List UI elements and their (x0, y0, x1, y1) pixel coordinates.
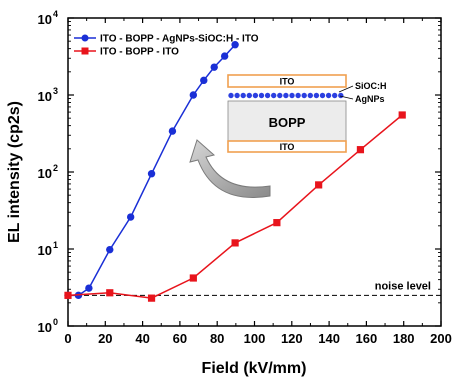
agnp-dot (307, 92, 313, 99)
y-tick-exponent: 3 (53, 86, 58, 96)
agnp-dot (301, 92, 307, 99)
callout-sioch: SiOC:H (355, 81, 387, 91)
x-tick-label: 120 (281, 331, 303, 346)
agnp-dot (240, 92, 246, 99)
legend: ITO - BOPP - AgNPs-SiOC:H - ITO ITO - BO… (74, 34, 259, 58)
inset-top-electrode (227, 74, 347, 88)
agnp-dot (258, 92, 265, 99)
inset-bottom-electrode (227, 140, 347, 153)
agnp-dot (264, 92, 271, 99)
agnp-dot (271, 92, 277, 99)
callout-agnps: AgNPs (355, 94, 385, 104)
series-1-point (398, 111, 406, 119)
legend-marker-red (81, 47, 89, 55)
x-tick-label: 180 (393, 331, 415, 346)
callout-line-agnps (339, 95, 354, 100)
x-tick-label: 100 (244, 331, 266, 346)
inset-bottom-label: ITO (280, 142, 295, 152)
series-1-point (231, 239, 239, 247)
agnp-dot (234, 92, 240, 99)
y-tick-label: 10 (38, 243, 52, 258)
agnp-dot (313, 92, 320, 99)
series-1-point (273, 219, 281, 227)
series-1-point (147, 294, 156, 302)
series-layer (64, 41, 406, 302)
inset-middle-label: BOPP (269, 115, 306, 130)
x-tick-label: 160 (356, 331, 378, 346)
y-tick-exponent: 2 (53, 163, 58, 173)
inset-top-label: ITO (280, 77, 295, 87)
y-tick-label: 10 (38, 12, 52, 27)
agnp-dot (252, 92, 259, 99)
agnp-dot (332, 92, 338, 99)
noise-layer: noise level (68, 280, 441, 296)
agnp-dot (319, 92, 326, 99)
legend-marker-blue (81, 34, 89, 42)
y-tick-exponent: 0 (53, 317, 58, 327)
series-0-point (210, 63, 218, 71)
curved-arrow-icon (189, 139, 271, 198)
x-tick-label: 80 (210, 331, 224, 346)
x-tick-label: 20 (98, 331, 112, 346)
x-tick-label: 0 (64, 331, 71, 346)
legend-label-red: ITO - BOPP - ITO (100, 47, 179, 58)
agnp-dot (325, 92, 332, 99)
device-inset: ITO BOPP ITO SiOC:H AgNPs (227, 74, 387, 153)
series-1-point (106, 289, 114, 297)
series-1-point (189, 274, 197, 282)
series-1-point (64, 291, 72, 299)
legend-label-blue: ITO - BOPP - AgNPs-SiOC:H - ITO (100, 34, 259, 45)
agnp-dot (246, 92, 252, 99)
x-tick-label: 200 (430, 331, 452, 346)
agnp-dot (338, 92, 344, 99)
x-tick-label: 40 (135, 331, 149, 346)
y-axis-title: EL intensity (cp2s) (6, 101, 23, 243)
agnp-dot (283, 92, 289, 99)
series-0-point (106, 245, 114, 254)
x-axis-title: Field (kV/mm) (202, 360, 307, 377)
series-line-1 (67, 114, 403, 299)
agnp-dot (228, 92, 234, 99)
callout-line-sioch (338, 85, 354, 93)
series-0-point (231, 41, 239, 49)
y-tick-exponent: 1 (53, 240, 58, 250)
series-0-point (200, 76, 208, 85)
inset-bopp-layer (227, 100, 347, 142)
series-0-point (147, 170, 156, 178)
series-0-point (189, 91, 198, 99)
series-0-point (85, 284, 93, 292)
series-0-point (168, 127, 177, 135)
y-tick-exponent: 4 (53, 9, 58, 19)
y-tick-label: 10 (38, 89, 52, 104)
x-tick-label: 140 (318, 331, 340, 346)
series-1-point (356, 146, 365, 154)
y-tick-label: 10 (38, 320, 52, 335)
agnp-dot (277, 92, 283, 99)
agnp-dot (289, 92, 295, 99)
noise-level-label: noise level (375, 280, 431, 292)
y-tick-label: 10 (38, 166, 52, 181)
inset-agnps-dots (228, 92, 344, 99)
series-0-point (220, 52, 229, 60)
x-tick-label: 60 (173, 331, 187, 346)
agnp-dot (295, 92, 301, 99)
series-1-point (315, 181, 323, 189)
series-0-point (126, 213, 135, 221)
